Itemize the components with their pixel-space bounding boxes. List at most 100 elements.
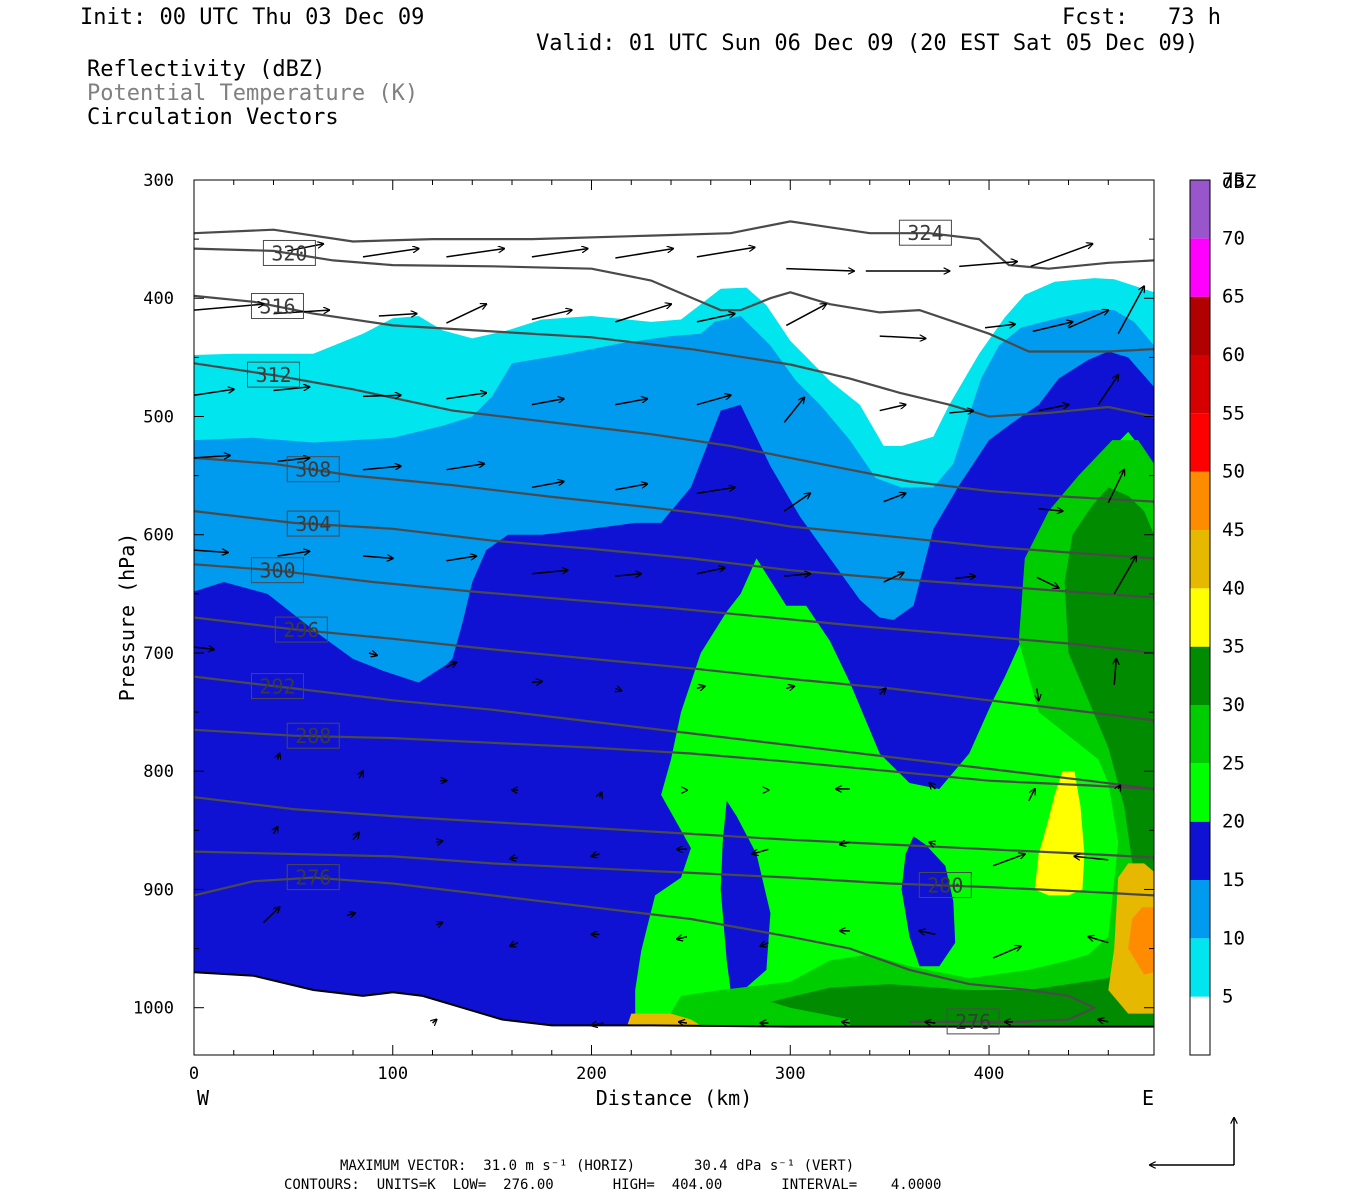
circulation-vector — [510, 858, 519, 859]
colorbar-swatch — [1190, 880, 1210, 939]
circulation-vector — [1117, 286, 1144, 335]
colorbar-swatch — [1190, 996, 1210, 1055]
circulation-vector — [840, 842, 851, 844]
circulation-vector — [353, 833, 359, 841]
theta-label-276: 276 — [946, 1008, 1000, 1035]
y-tick-label: 600 — [143, 526, 174, 546]
circulation-vector — [359, 771, 363, 779]
field-circulation-vectors: Circulation Vectors — [87, 105, 339, 130]
colorbar-swatch — [1190, 763, 1210, 822]
theta-label-280: 280 — [918, 872, 972, 899]
circulation-vector — [786, 686, 794, 688]
circulation-vector — [446, 556, 476, 562]
below-ground — [194, 972, 1154, 1055]
circulation-vector — [919, 931, 936, 935]
plot-frame — [193, 179, 1155, 1056]
circulation-vector — [194, 550, 228, 552]
circulation-vector — [696, 395, 731, 406]
circulation-vector — [1030, 244, 1093, 268]
circulation-vector — [277, 753, 279, 759]
colorbar-level-label: 20 — [1222, 811, 1245, 833]
y-tick-label: 900 — [143, 880, 174, 900]
colorbar-level-label: 35 — [1222, 636, 1245, 658]
circulation-vector — [786, 269, 854, 271]
circulation-vector — [531, 399, 564, 406]
circulation-vector — [696, 686, 705, 688]
circulation-vector — [615, 304, 671, 323]
circulation-vector — [287, 244, 323, 252]
circulation-vector — [1028, 789, 1035, 802]
svg-text:292: 292 — [259, 675, 295, 699]
colorbar-level-label: 5 — [1222, 986, 1233, 1008]
circulation-vector — [362, 556, 393, 558]
circulation-vector — [1107, 470, 1124, 504]
circulation-vector — [1097, 375, 1118, 406]
valid-time: Valid: 01 UTC Sun 06 Dec 09 (20 EST Sat … — [536, 31, 1199, 56]
circulation-vector — [194, 304, 264, 311]
circulation-vector — [263, 907, 280, 924]
circulation-vector — [1074, 856, 1109, 861]
colorbar-swatch — [1190, 238, 1210, 297]
circulation-vector — [436, 923, 442, 925]
y-tick-label: 400 — [143, 289, 174, 309]
svg-text:276: 276 — [955, 1010, 991, 1034]
theta-contour-280 — [194, 850, 1154, 897]
colorbar-swatch — [1190, 296, 1210, 355]
theta-label-300: 300 — [250, 557, 304, 584]
colorbar-swatch — [1190, 530, 1210, 589]
svg-text:304: 304 — [295, 512, 331, 536]
theta-contour-324 — [194, 220, 1154, 270]
circulation-vector — [531, 310, 572, 321]
svg-text:316: 316 — [259, 295, 295, 319]
circulation-vector — [599, 793, 601, 798]
circulation-vector — [879, 405, 906, 412]
y-tick-label: 300 — [143, 171, 174, 191]
theta-label-320: 320 — [262, 239, 316, 266]
circulation-vector — [785, 304, 826, 327]
circulation-vector — [346, 913, 355, 915]
colorbar-swatch — [1190, 705, 1210, 764]
colorbar-swatch — [1190, 471, 1210, 530]
reflectivity-region-25dbz — [667, 440, 1154, 1026]
theta-contour-288 — [194, 728, 1154, 791]
colorbar-swatch — [1190, 821, 1210, 880]
theta-contour-300 — [194, 563, 1154, 655]
circulation-vector — [446, 304, 486, 324]
circulation-vector — [696, 487, 735, 495]
theta-label-316: 316 — [250, 293, 304, 320]
circulation-vector — [446, 393, 486, 400]
theta-label-304: 304 — [286, 510, 340, 537]
circulation-vector — [446, 662, 456, 667]
west-label: W — [197, 1086, 210, 1110]
theta-label-292: 292 — [250, 673, 304, 700]
max-vector-note: MAXIMUM VECTOR: 31.0 m s⁻¹ (HORIZ) 30.4 … — [340, 1158, 855, 1174]
terrain-line — [194, 971, 1154, 1028]
colorbar-swatch — [1190, 180, 1210, 239]
circulation-vector — [273, 387, 310, 392]
colorbar-swatch — [1190, 588, 1210, 647]
theta-contour-308 — [194, 456, 1154, 560]
circulation-vector — [1068, 310, 1109, 329]
colorbar-level-label: 65 — [1222, 286, 1245, 308]
circulation-vector — [1098, 1020, 1109, 1022]
reflectivity-region-15dbz — [720, 800, 771, 996]
circulation-vector — [1118, 785, 1120, 789]
circulation-vector — [883, 573, 904, 583]
reflectivity-region-35dbz — [1034, 771, 1085, 896]
colorbar-frame — [1189, 179, 1211, 1056]
circulation-vector — [615, 688, 621, 690]
circulation-vector — [1038, 405, 1069, 412]
circulation-vector — [378, 314, 417, 316]
theta-label-288: 288 — [286, 722, 340, 749]
circulation-vector — [1036, 576, 1059, 588]
colorbar-swatch — [1190, 413, 1210, 472]
y-axis-label: Pressure (hPa) — [115, 533, 139, 702]
circulation-vector — [446, 249, 504, 258]
svg-text:320: 320 — [271, 241, 307, 265]
circulation-vector — [696, 247, 755, 258]
circulation-vector — [592, 1023, 604, 1025]
theta-contours — [194, 220, 1154, 1025]
field-potential-temperature: Potential Temperature (K) — [87, 81, 419, 106]
